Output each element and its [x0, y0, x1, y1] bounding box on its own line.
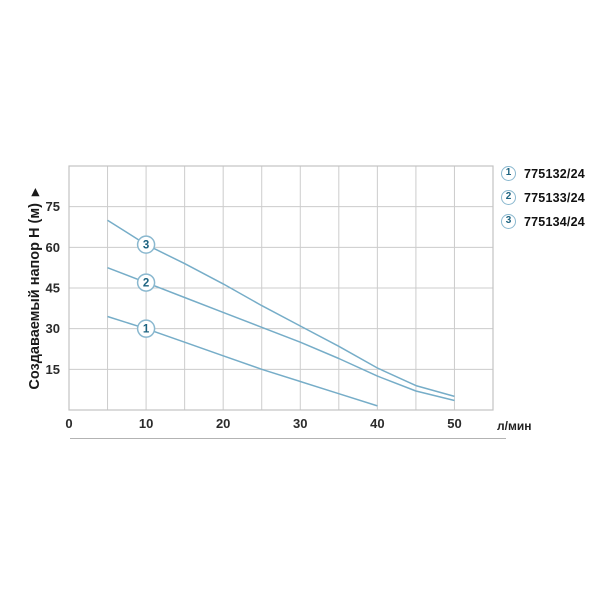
svg-text:3: 3	[143, 240, 149, 252]
axis-arrow-icon: ▶	[30, 188, 41, 197]
svg-text:1: 1	[143, 324, 150, 336]
y-axis-title: Создаваемый напор H (м) ▶	[27, 188, 43, 389]
legend-item: 2 775133/24	[501, 190, 585, 205]
svg-text:30: 30	[293, 416, 307, 431]
svg-text:40: 40	[370, 416, 384, 431]
x-axis-label: л/мин	[497, 419, 532, 433]
svg-text:0: 0	[65, 416, 72, 431]
svg-text:20: 20	[216, 416, 230, 431]
svg-text:60: 60	[46, 240, 60, 255]
legend-marker-3: 3	[501, 214, 516, 229]
legend: 1 775132/24 2 775133/24 3 775134/24	[501, 166, 585, 238]
legend-marker-1: 1	[501, 166, 516, 181]
legend-marker-2: 2	[501, 190, 516, 205]
svg-text:75: 75	[46, 199, 60, 214]
svg-text:15: 15	[46, 362, 60, 377]
legend-label-3: 775134/24	[524, 214, 585, 229]
legend-item: 1 775132/24	[501, 166, 585, 181]
svg-text:2: 2	[143, 278, 149, 290]
svg-text:50: 50	[447, 416, 461, 431]
legend-item: 3 775134/24	[501, 214, 585, 229]
legend-label-2: 775133/24	[524, 190, 585, 205]
svg-text:30: 30	[46, 321, 60, 336]
legend-label-1: 775132/24	[524, 166, 585, 181]
svg-text:10: 10	[139, 416, 153, 431]
svg-text:45: 45	[46, 281, 60, 296]
y-axis-title-text: Создаваемый напор H (м)	[27, 203, 43, 390]
